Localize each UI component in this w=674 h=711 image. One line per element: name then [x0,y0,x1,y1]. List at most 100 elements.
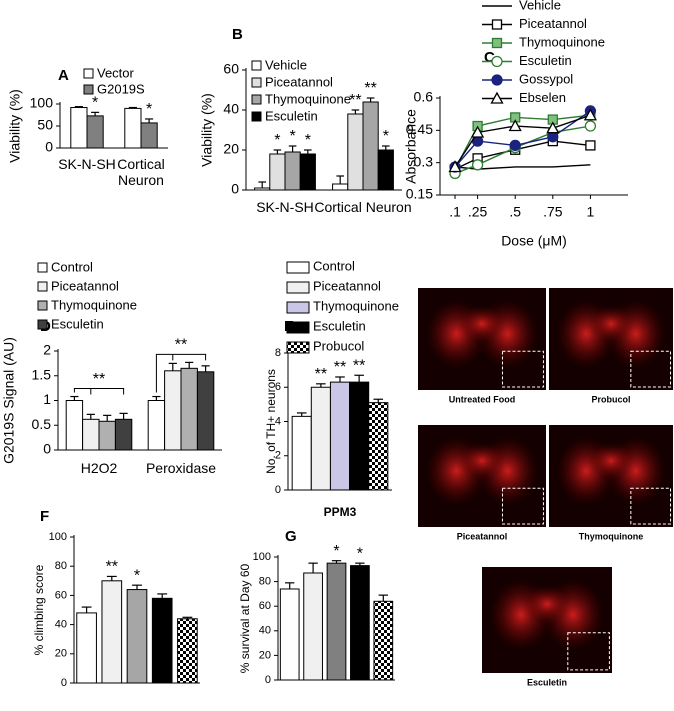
y-tick-label: 0 [43,441,51,457]
bar [114,418,133,451]
bar [310,386,331,491]
bar [124,107,142,149]
y-tick-label: 80 [259,576,271,588]
image-caption: Piceatannol [457,531,508,541]
legend-label: Vehicle [265,57,307,72]
significance: ** [93,371,105,388]
image-caption: Untreated Food [449,394,516,404]
y-axis-label: % climbing score [32,564,46,655]
legend-label: Esculetin [265,108,318,123]
y-tick-label: 0.45 [406,121,433,137]
y-tick-label: 0 [61,677,67,689]
x-tick-label: Peroxidase [145,460,217,476]
marker [491,55,503,68]
bar [279,588,300,681]
significance: ** [106,559,118,576]
y-tick-label: 0.3 [414,153,434,169]
bar [377,149,394,191]
marker [585,140,596,151]
y-tick-label: 40 [259,625,271,637]
brain-center [458,305,506,343]
bar [98,420,116,451]
x-tick-label: .25 [468,204,488,220]
legend-label: Thymoquinone [265,91,351,106]
bar [140,122,158,149]
bar [269,153,286,191]
significance: * [134,567,140,584]
legend-swatch [286,321,310,334]
legend-label: Thymoquinone [313,298,399,313]
y-tick-label: 20 [259,649,271,661]
significance: * [92,95,98,112]
bar [326,562,347,681]
x-tick-label: H2O2 [80,460,118,476]
brain-center [588,305,634,343]
bar [196,371,215,451]
brain-center [588,442,634,480]
bar [350,565,370,681]
y-tick-label: 8 [275,347,281,359]
inset [630,350,672,388]
legend-label: Thymoquinone [51,297,137,312]
significance: * [383,128,389,145]
marker [448,160,462,173]
legend-label: Ebselen [519,90,566,105]
bar [164,370,182,451]
marker [509,139,521,152]
y-tick-label: 20 [223,141,239,157]
legend-swatch [251,60,262,71]
legend-swatch [83,84,94,95]
panel-label: G [285,528,297,545]
inset [501,487,544,525]
x-tick-label: PPM3 [323,505,357,519]
bar [147,400,166,451]
y-tick-label: 60 [223,61,239,77]
legend-label: Piceatannol [51,278,119,293]
panel-label: C [484,49,495,66]
bar [65,400,84,451]
panel-label: A [58,67,69,84]
significance: * [289,128,295,145]
legend-swatch [37,281,48,292]
significance: ** [175,337,187,354]
significance: ** [315,366,327,383]
bar [86,115,104,149]
legend-label: Piceatannol [519,16,587,31]
y-tick-label: 0 [45,139,53,155]
panel-label: B [232,26,243,43]
significance: * [305,132,311,149]
y-tick-label: 40 [55,619,67,631]
legend-swatch [286,301,310,314]
bar [291,415,312,491]
significance: ** [334,359,346,376]
y-tick-label: 100 [49,531,67,543]
legend-swatch [37,300,48,311]
y-axis-label: Absorbance [403,109,419,184]
bar [177,618,198,684]
y-axis-label: % survival at Day 60 [238,563,252,673]
y-tick-label: 4 [275,415,281,427]
legend-swatch [83,68,94,79]
bar [368,402,389,491]
bracket [73,388,125,395]
bar [151,597,173,684]
bar [303,572,323,681]
legend-label: Vector [97,65,135,80]
legend-swatch [37,319,48,330]
inset [567,632,610,671]
legend-swatch [251,77,262,88]
marker [584,120,597,132]
significance: ** [364,80,376,97]
image-caption: Thymoquinone [579,531,644,541]
y-tick-label: 1 [43,391,51,407]
y-tick-label: 0 [275,484,281,496]
image-caption: Probucol [591,394,630,404]
bar [82,418,100,451]
y-tick-label: 2 [43,342,51,358]
y-tick-label: 40 [223,101,239,117]
brain-center [458,442,506,480]
y-tick-label: 2 [275,450,281,462]
bar [332,183,349,191]
marker [491,74,503,86]
